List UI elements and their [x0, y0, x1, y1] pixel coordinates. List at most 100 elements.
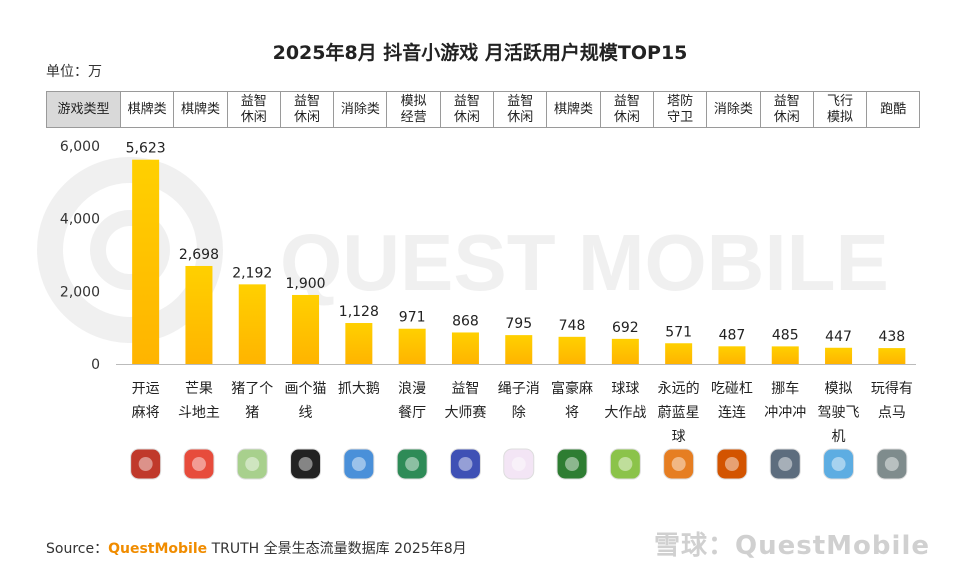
x-tick-label: 点马	[878, 405, 906, 421]
watermark-text: QUEST MOBILE	[280, 218, 889, 307]
x-tick-label: 浪漫	[398, 381, 426, 397]
chef-girl-icon	[396, 448, 428, 480]
source-rest: TRUTH 全景生态流量数据库 2025年8月	[207, 541, 467, 557]
runner-icon	[876, 448, 908, 480]
rope-dots-icon	[503, 448, 535, 480]
game-type-cell: 棋牌类	[173, 92, 226, 127]
pig-icon	[236, 448, 268, 480]
bar	[825, 347, 853, 364]
game-type-cell: 益智 休闲	[759, 92, 813, 127]
y-tick-label: 0	[91, 357, 100, 373]
x-tick-label: 绳子消	[498, 381, 540, 397]
unit-label: 单位：万	[46, 64, 102, 80]
game-type-cell: 棋牌类	[120, 92, 173, 127]
rocket-icon	[449, 448, 481, 480]
bar-value-label: 868	[452, 313, 479, 329]
bar	[878, 348, 906, 364]
bar-value-label: 447	[825, 329, 852, 345]
x-tick-label: 将	[565, 405, 579, 421]
bar-value-label: 2,192	[232, 265, 272, 281]
bar-value-label: 795	[505, 316, 532, 332]
bar	[292, 294, 320, 364]
clown-icon	[183, 448, 215, 480]
x-tick-label: 球球	[611, 381, 639, 397]
game-type-cell: 消除类	[706, 92, 759, 127]
x-tick-label: 开运	[132, 381, 160, 397]
bar	[398, 328, 426, 364]
x-tick-label: 斗地主	[178, 405, 220, 421]
x-tick-label: 猪	[245, 405, 259, 421]
x-tick-label: 富豪麻	[551, 380, 593, 397]
x-tick-label: 永远的	[658, 381, 700, 397]
x-tick-label: 麻将	[132, 405, 160, 421]
bar-value-label: 2,698	[179, 247, 219, 263]
bar	[611, 338, 639, 364]
x-tick-label: 机	[832, 429, 846, 445]
mahjong-tile-icon	[716, 448, 748, 480]
lion-icon	[663, 448, 695, 480]
game-type-cell: 益智 休闲	[279, 92, 333, 127]
game-type-cell: 模拟 经营	[386, 92, 439, 127]
x-tick-label: 挪车	[771, 380, 799, 397]
game-type-cell: 塔防 守卫	[652, 92, 706, 127]
bar-value-label: 487	[719, 327, 746, 343]
x-tick-label: 大作战	[604, 405, 646, 421]
bar-value-label: 485	[772, 327, 799, 343]
x-tick-label: 线	[299, 405, 313, 421]
game-type-cell: 棋牌类	[546, 92, 599, 127]
x-tick-label: 模拟	[825, 381, 853, 397]
x-tick-label: 餐厅	[398, 405, 426, 421]
bar-value-label: 971	[399, 310, 426, 326]
x-tick-label: 益智	[451, 381, 479, 397]
traffic-car-icon	[769, 448, 801, 480]
game-type-cell: 益智 休闲	[439, 92, 493, 127]
airplane-icon	[823, 448, 855, 480]
game-type-cell: 跑酷	[866, 92, 919, 127]
bar-value-label: 438	[878, 329, 905, 345]
x-tick-label: 吃碰杠	[711, 381, 753, 397]
game-type-header: 游戏类型	[47, 92, 120, 127]
mahjong-icon	[556, 448, 588, 480]
bar-value-label: 5,623	[126, 141, 166, 157]
game-type-cell: 益智 休闲	[226, 92, 280, 127]
bar-value-label: 1,128	[339, 304, 379, 320]
x-tick-label: 冲冲冲	[764, 405, 806, 421]
x-tick-label: 猪了个	[231, 381, 273, 397]
goose-icon	[343, 448, 375, 480]
bar	[451, 332, 479, 364]
game-type-cell: 益智 休闲	[599, 92, 653, 127]
source-brand: QuestMobile	[108, 541, 208, 557]
watermark: QUEST MOBILE	[37, 157, 889, 343]
bar	[132, 159, 160, 364]
x-tick-label: 蔚蓝星	[658, 405, 700, 421]
bar-value-label: 692	[612, 320, 639, 336]
bar	[665, 343, 693, 364]
green-ball-icon	[609, 448, 641, 480]
x-tick-label: 画个猫	[285, 381, 327, 397]
source-line: Source：QuestMobile TRUTH 全景生态流量数据库 2025年…	[46, 538, 467, 558]
y-tick-label: 4,000	[60, 212, 100, 228]
bar-value-label: 1,900	[286, 276, 326, 292]
bar	[558, 336, 586, 364]
x-tick-label: 球	[672, 429, 686, 445]
bar	[718, 346, 746, 364]
x-tick-label: 驾驶飞	[818, 405, 860, 421]
y-tick-label: 6,000	[60, 139, 100, 155]
game-type-cell: 飞行 模拟	[812, 92, 866, 127]
chart-title: 2025年8月 抖音小游戏 月活跃用户规模TOP15	[272, 42, 688, 64]
y-axis: 0 2,000 4,000 6,000	[60, 139, 916, 373]
bar	[185, 265, 213, 364]
source-prefix: Source：	[46, 541, 109, 557]
game-type-table: 游戏类型 棋牌类 棋牌类 益智 休闲 益智 休闲 消除类 模拟 经营 益智 休闲 益智 休闲棋…	[46, 91, 921, 128]
x-tick-label: 大师赛	[444, 405, 486, 421]
x-tick-label: 连连	[718, 405, 746, 421]
game-type-cell: 消除类	[333, 92, 386, 127]
bar-value-label: 748	[559, 318, 586, 334]
game-type-cell: 益智 休闲	[493, 92, 546, 127]
site-watermark: 雪球：QuestMobile	[654, 531, 930, 561]
bar	[238, 284, 266, 364]
black-cat-icon	[290, 448, 322, 480]
